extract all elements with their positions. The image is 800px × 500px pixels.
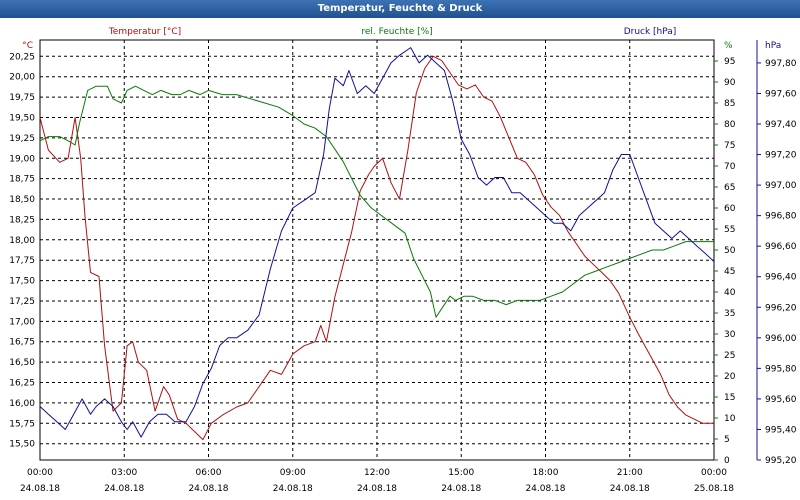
x-tick-time: 09:00: [280, 468, 306, 478]
temperature-tick-label: 19,00: [9, 154, 35, 164]
humidity-tick-label: 15: [724, 393, 735, 403]
temperature-tick-label: 15,75: [9, 419, 35, 429]
pressure-tick-label: 996,80: [765, 212, 797, 222]
x-tick-date: 24.08.18: [104, 484, 144, 494]
x-tick-time: 06:00: [196, 468, 222, 478]
humidity-tick-label: 75: [724, 141, 735, 151]
pressure-tick-label: 995,40: [765, 425, 797, 435]
humidity-tick-label: 60: [724, 204, 736, 214]
x-tick-time: 15:00: [448, 468, 474, 478]
chart-title: Temperatur, Feuchte & Druck: [0, 0, 800, 18]
x-tick-date: 24.08.18: [610, 484, 650, 494]
pressure-tick-label: 995,80: [765, 364, 797, 374]
pressure-axis: 995,20 995,40 995,60 995,80 996,00 996,20 996,…: [756, 40, 797, 466]
temperature-axis: 15,50 15,75 16,00 16,25 16,50 16,75 17,00 17,25…: [9, 52, 35, 449]
temperature-tick-label: 17,50: [9, 277, 35, 287]
time-axis: 00:00 24.08.18 03:00 24.08.18 06:00 24.08.18 0…: [20, 468, 734, 494]
humidity-tick-label: 50: [724, 246, 736, 256]
humidity-tick-label: 40: [724, 288, 736, 298]
humidity-tick-label: 65: [724, 183, 735, 193]
humidity-axis-label: rel. Feuchte [%]: [361, 27, 432, 37]
temperature-tick-label: 16,75: [9, 338, 35, 348]
humidity-tick-label: 20: [724, 372, 736, 382]
x-tick-date: 24.08.18: [525, 484, 565, 494]
temperature-tick-label: 16,50: [9, 358, 35, 368]
temperature-tick-label: 16,00: [9, 399, 35, 409]
humidity-tick-label: 55: [724, 225, 735, 235]
x-tick-time: 00:00: [701, 468, 727, 478]
grid: [40, 40, 714, 460]
x-tick-time: 18:00: [533, 468, 559, 478]
pressure-tick-label: 996,20: [765, 303, 797, 313]
humidity-tick-label: 70: [724, 162, 736, 172]
pressure-tick-label: 997,00: [765, 181, 797, 191]
temperature-tick-label: 16,25: [9, 379, 35, 389]
humidity-tick-label: 35: [724, 309, 735, 319]
humidity-tick-label: 85: [724, 99, 735, 109]
temperature-tick-label: 17,25: [9, 297, 35, 307]
temperature-unit: °C: [22, 41, 33, 51]
temperature-tick-label: 17,00: [9, 317, 35, 327]
x-tick-date: 24.08.18: [188, 484, 228, 494]
pressure-tick-label: 996,60: [765, 242, 797, 252]
temperature-tick-label: 19,25: [9, 134, 35, 144]
x-tick-time: 00:00: [27, 468, 53, 478]
pressure-unit: hPa: [765, 41, 781, 51]
pressure-tick-label: 997,20: [765, 151, 797, 161]
series-layer: [39, 47, 715, 441]
x-tick-time: 12:00: [364, 468, 390, 478]
series-line-temperature: [39, 55, 714, 441]
temperature-axis-label: Temperatur [°C]: [108, 27, 181, 37]
pressure-tick-label: 996,00: [765, 334, 797, 344]
temperature-tick-label: 15,50: [9, 440, 35, 450]
pressure-axis-label: Druck [hPa]: [624, 27, 677, 37]
temperature-tick-label: 18,25: [9, 215, 35, 225]
temperature-tick-label: 18,50: [9, 195, 35, 205]
temperature-tick-label: 18,75: [9, 175, 35, 185]
pressure-tick-label: 995,20: [765, 456, 797, 466]
temperature-tick-label: 20,25: [9, 52, 35, 62]
humidity-tick-label: 10: [724, 414, 736, 424]
humidity-tick-label: 90: [724, 78, 736, 88]
temperature-tick-label: 19,75: [9, 93, 35, 103]
humidity-tick-label: 95: [724, 57, 735, 67]
pressure-tick-label: 996,40: [765, 273, 797, 283]
humidity-tick-label: 25: [724, 351, 735, 361]
x-tick-date: 24.08.18: [20, 484, 60, 494]
pressure-tick-label: 997,80: [765, 59, 797, 69]
series-line-humidity: [39, 85, 714, 318]
humidity-tick-label: 30: [724, 330, 736, 340]
x-tick-time: 21:00: [617, 468, 643, 478]
x-tick-date: 24.08.18: [273, 484, 313, 494]
humidity-tick-label: 5: [724, 435, 730, 445]
temperature-tick-label: 18,00: [9, 236, 35, 246]
temperature-tick-label: 20,00: [9, 73, 35, 83]
humidity-unit: %: [724, 41, 733, 51]
pressure-tick-label: 997,40: [765, 120, 797, 130]
pressure-tick-label: 997,60: [765, 89, 797, 99]
x-tick-date: 24.08.18: [441, 484, 481, 494]
series-line-pressure: [39, 47, 715, 438]
temperature-tick-label: 19,50: [9, 113, 35, 123]
x-tick-date: 24.08.18: [357, 484, 397, 494]
humidity-tick-label: 0: [724, 456, 730, 466]
pressure-tick-label: 995,60: [765, 395, 797, 405]
x-tick-date: 25.08.18: [694, 484, 734, 494]
temperature-tick-label: 17,75: [9, 256, 35, 266]
humidity-axis: 0 5 10 15 20 25 30 35 40 45 50 55 60 65 70 75 80 85 90 95: [714, 57, 736, 466]
humidity-tick-label: 45: [724, 267, 735, 277]
humidity-tick-label: 80: [724, 120, 736, 130]
x-tick-time: 03:00: [111, 468, 137, 478]
